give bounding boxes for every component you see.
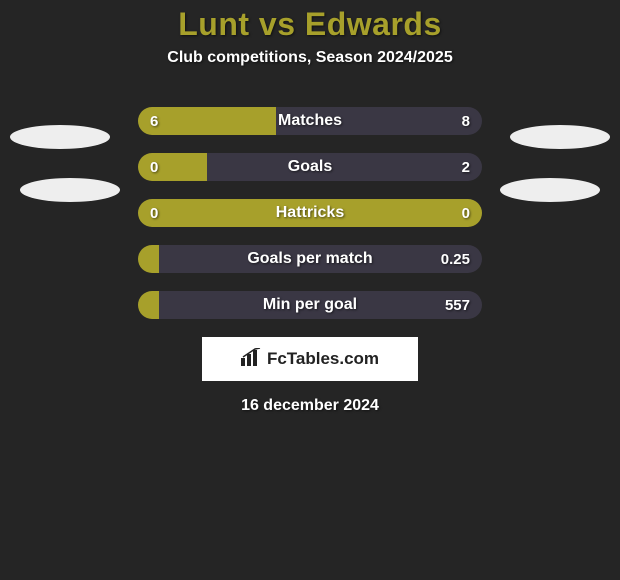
stat-label: Goals: [138, 153, 482, 181]
stat-value-right: 557: [445, 291, 470, 319]
stat-value-right: 0.25: [441, 245, 470, 273]
left-club-badge-1: [10, 125, 110, 149]
comparison-infographic: Lunt vs Edwards Club competitions, Seaso…: [0, 0, 620, 580]
stat-value-right: 8: [462, 107, 470, 135]
stat-row: Min per goal557: [138, 291, 482, 319]
stat-row: Hattricks0 0: [138, 199, 482, 227]
stat-row: Goals per match0.25: [138, 245, 482, 273]
stat-label: Matches: [138, 107, 482, 135]
stat-value-right: 0: [462, 199, 470, 227]
right-club-badge-1: [510, 125, 610, 149]
bar-chart-icon: [241, 348, 261, 371]
footer-date: 16 december 2024: [0, 397, 620, 415]
stat-value-left: 6: [150, 107, 158, 135]
page-subtitle: Club competitions, Season 2024/2025: [0, 49, 620, 67]
branding-text: FcTables.com: [267, 349, 379, 369]
stat-label: Hattricks: [138, 199, 482, 227]
stat-label: Goals per match: [138, 245, 482, 273]
comparison-bars: Matches68Goals02Hattricks00Goals per mat…: [138, 107, 482, 319]
branding-card: FcTables.com: [202, 337, 418, 381]
stat-value-left: 0: [150, 199, 158, 227]
right-club-badge-2: [500, 178, 600, 202]
stat-value-right: 2: [462, 153, 470, 181]
left-club-badge-2: [20, 178, 120, 202]
stat-row: Matches6 8: [138, 107, 482, 135]
stat-label: Min per goal: [138, 291, 482, 319]
stat-value-left: 0: [150, 153, 158, 181]
stat-row: Goals0 2: [138, 153, 482, 181]
page-title: Lunt vs Edwards: [0, 0, 620, 43]
